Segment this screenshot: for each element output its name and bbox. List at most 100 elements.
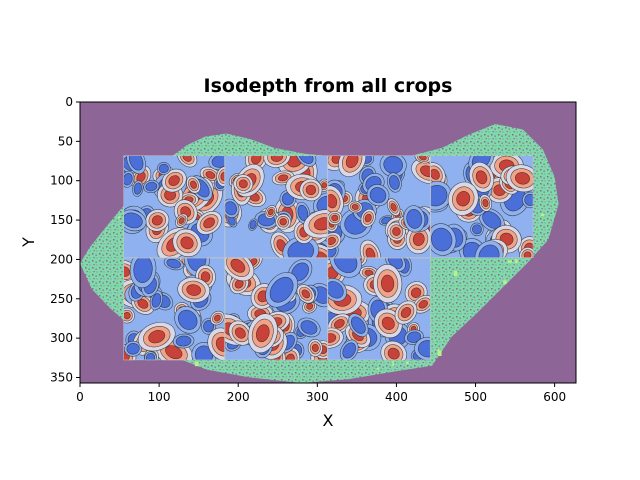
x-tick-label: 100: [148, 390, 171, 404]
contour-region: [472, 224, 482, 235]
y-tick-label: 100: [50, 174, 73, 188]
contour-region: [203, 320, 215, 333]
crop-tile: [123, 257, 225, 361]
x-tick-label: 400: [385, 390, 408, 404]
contour-region: [313, 217, 328, 231]
contour-region: [327, 237, 336, 246]
crop-tile: [327, 257, 431, 361]
contour-region: [255, 324, 270, 343]
contour-region: [412, 232, 425, 246]
contour-region: [406, 209, 423, 229]
contour-region: [215, 336, 225, 352]
contour-region: [200, 271, 211, 283]
contour-region: [180, 236, 194, 250]
contour-region: [148, 330, 166, 344]
crop-tile: [224, 155, 328, 258]
contour-region: [168, 175, 180, 186]
contour-region: [387, 347, 400, 360]
contour-region: [331, 214, 339, 222]
contour-region: [388, 175, 400, 190]
contour-region: [177, 309, 198, 330]
contour-region: [475, 170, 488, 185]
x-tick-label: 600: [543, 390, 566, 404]
contour-region: [364, 213, 372, 223]
contour-region: [145, 181, 158, 192]
contour-region: [126, 342, 140, 355]
contour-region: [369, 187, 387, 204]
tissue-highlight: [118, 216, 121, 219]
chart-title: Isodepth from all crops: [204, 75, 453, 97]
contour-region: [298, 155, 314, 164]
tissue-highlight: [376, 367, 379, 370]
contour-region: [300, 320, 318, 335]
y-tick-label: 50: [58, 134, 73, 148]
contour-region: [151, 293, 162, 308]
contour-region: [392, 227, 401, 236]
crop-tile: [430, 155, 534, 258]
x-tick-label: 300: [306, 390, 329, 404]
crop-tile: [224, 257, 328, 361]
contour-region: [327, 281, 344, 299]
contour-region: [456, 191, 471, 207]
contour-region: [301, 289, 310, 299]
contour-region: [381, 316, 395, 330]
y-tick-label: 350: [50, 370, 73, 384]
y-tick-label: 150: [50, 213, 73, 227]
contour-region: [365, 247, 376, 258]
contour-region: [390, 203, 397, 212]
contour-region: [123, 212, 143, 229]
y-tick-label: 250: [50, 292, 73, 306]
contour-region: [316, 195, 328, 213]
tissue-highlight: [515, 259, 518, 264]
x-tick-label: 0: [76, 390, 84, 404]
contour-region: [123, 173, 133, 186]
x-tick-label: 200: [227, 390, 250, 404]
contour-region: [129, 155, 144, 171]
contour-region: [515, 172, 530, 185]
contour-region: [230, 258, 246, 273]
y-tick-label: 200: [50, 252, 73, 266]
contour-region: [410, 287, 422, 299]
contour-region: [133, 257, 153, 283]
contour-region: [267, 208, 274, 216]
contour-region: [350, 316, 366, 334]
tissue-highlights: [118, 213, 545, 370]
contour-region: [333, 319, 345, 329]
contour-region: [406, 331, 422, 343]
x-tick-label: 500: [464, 390, 487, 404]
contour-region: [249, 220, 257, 230]
contour-region: [234, 327, 246, 339]
contour-region: [333, 257, 358, 274]
contour-region: [400, 307, 412, 318]
tissue-highlight: [437, 348, 440, 352]
tissue-highlight: [405, 361, 409, 364]
tissue-highlight: [392, 361, 394, 367]
tissue-highlight: [503, 280, 507, 285]
contour-region: [342, 342, 356, 359]
contour-region: [166, 258, 181, 269]
contour-region: [419, 155, 427, 161]
contour-region: [351, 204, 359, 210]
contour-region: [431, 227, 453, 252]
contour-region: [224, 201, 238, 216]
y-tick-label: 300: [50, 331, 73, 345]
y-axis: 0 50 100 150 200 250 300 350: [50, 95, 80, 384]
axes-frame: [79, 101, 577, 384]
plot-area: [80, 102, 576, 383]
contour-region: [430, 168, 440, 180]
contour-region: [306, 303, 314, 310]
crop-tiles: [123, 155, 534, 361]
contour-region: [327, 333, 337, 343]
contour-region: [345, 155, 359, 169]
contour-region: [203, 217, 215, 229]
contour-region: [327, 194, 338, 209]
contour-region: [186, 284, 202, 296]
contour-region: [175, 335, 192, 347]
contour-region: [182, 155, 192, 162]
contour-region: [158, 163, 169, 174]
tissue-highlight: [194, 361, 199, 367]
contour-region: [178, 217, 185, 224]
tissue-highlight: [437, 350, 442, 356]
contour-region: [238, 179, 248, 189]
